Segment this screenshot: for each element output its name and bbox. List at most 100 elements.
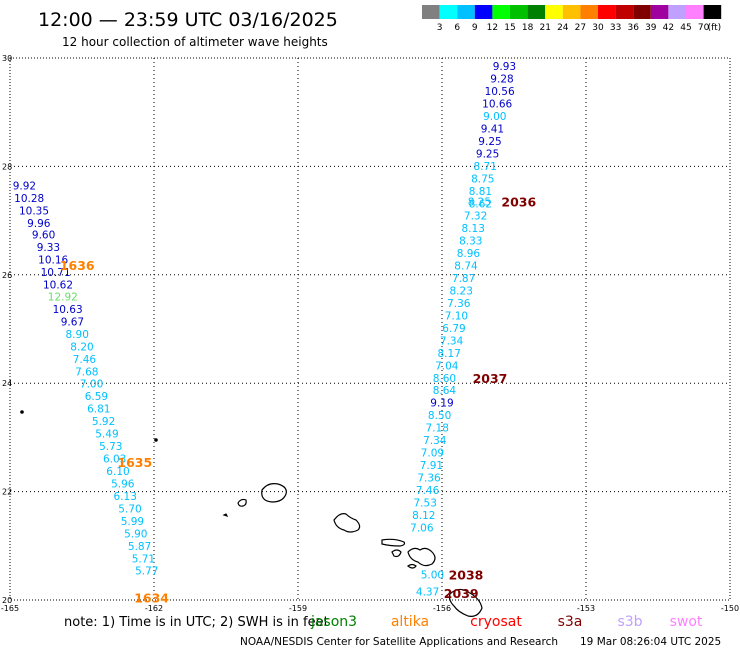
legend-swatch (686, 5, 704, 19)
wave-height-value: 8.20 (70, 341, 93, 353)
pass-time-label: 1635 (117, 455, 152, 470)
oahu-island (333, 513, 361, 533)
wave-height-value: 9.28 (490, 74, 513, 86)
lon-tick-label: -156 (433, 604, 451, 613)
lat-tick-label: 30 (2, 54, 12, 63)
molokai-island (381, 538, 406, 547)
legend-swatch (650, 5, 669, 19)
wave-height-value: 7.09 (421, 448, 444, 460)
wave-height-value: 8.23 (450, 286, 473, 298)
legend-swatch (545, 5, 563, 19)
wave-height-value: 7.53 (414, 497, 437, 509)
pass-time-label: 2038 (449, 568, 484, 583)
wave-height-value: 7.46 (73, 354, 97, 366)
legend-tick-label: 3 (437, 23, 443, 33)
legend-tick-label: 36 (627, 23, 639, 33)
wave-height-value: 8.17 (438, 348, 461, 360)
wave-height-value: 7.91 (420, 460, 443, 472)
wave-height-value: 7.68 (75, 366, 98, 378)
wave-height-value: 8.13 (462, 223, 485, 235)
wave-height-value: 10.56 (485, 86, 515, 98)
wave-height-value: 7.36 (417, 473, 441, 485)
wave-height-value: 8.74 (454, 261, 478, 273)
legend-swatch (439, 5, 458, 19)
satellite-name: s3a (558, 614, 583, 630)
wave-height-value: 8.25 (468, 197, 491, 209)
wave-height-value: 10.62 (43, 280, 73, 292)
legend-swatch (703, 5, 722, 19)
small-islet (20, 410, 24, 414)
wave-height-value: 8.62 (469, 198, 492, 210)
wave-height-value: 4.37 (416, 586, 439, 598)
satellite-name: swot (670, 614, 703, 630)
legend-swatch (422, 5, 440, 19)
lat-tick-label: 22 (2, 488, 12, 497)
wave-height-value: 10.28 (14, 193, 44, 205)
lon-tick-label: -165 (1, 604, 19, 613)
legend-tick-label: 30 (592, 23, 604, 33)
legend-tick-label: 6 (454, 23, 460, 33)
wave-height-value: 8.71 (474, 161, 497, 173)
satellite-name: altika (391, 614, 429, 630)
satellite-name: jason3 (310, 614, 357, 630)
legend-tick-label: 12 (487, 23, 498, 33)
wave-height-value: 6.10 (106, 466, 129, 478)
pass-time-label: 2039 (444, 586, 479, 601)
wave-height-value: 8.12 (412, 510, 435, 522)
plot-frame (9, 57, 731, 601)
lon-tick-label: -159 (289, 604, 307, 613)
legend-swatch (527, 5, 546, 19)
wave-height-value: 8.75 (471, 173, 494, 185)
wave-height-value: 5.87 (128, 541, 151, 553)
lat-tick-label: 20 (2, 596, 12, 605)
wave-height-value: 6.79 (442, 323, 465, 335)
wave-height-value: 7.04 (435, 360, 459, 372)
legend-swatch (633, 5, 651, 19)
wave-height-value: 9.96 (27, 218, 51, 230)
legend-tick-label: 9 (472, 23, 478, 33)
wave-height-value: 7.34 (440, 335, 464, 347)
wave-height-value: 9.93 (493, 61, 516, 73)
footer-credit: NOAA/NESDIS Center for Satellite Applica… (240, 636, 558, 648)
legend-unit: (ft) (708, 23, 722, 33)
wave-height-value: 7.00 (80, 379, 103, 391)
wave-height-value: 8.64 (433, 385, 457, 397)
lat-tick-label: 24 (2, 379, 12, 388)
footer-timestamp: 19 Mar 08:26:04 UTC 2025 (580, 636, 721, 648)
wave-height-value: 7.18 (426, 423, 449, 435)
map-subtitle: 12 hour collection of altimeter wave hei… (62, 35, 328, 49)
lon-tick-label: -162 (145, 604, 163, 613)
wave-height-value: 5.71 (132, 553, 155, 565)
legend-tick-label: 18 (522, 23, 534, 33)
kauai-island (261, 483, 287, 503)
niihau-island (222, 513, 229, 518)
wave-height-value: 5.96 (111, 478, 135, 490)
wave-height-value: 10.71 (41, 267, 71, 279)
wave-height-value: 7.06 (410, 522, 434, 534)
hawaiian-islands (20, 410, 483, 617)
wave-height-value: 9.60 (32, 230, 55, 242)
wave-height-value: 7.46 (416, 485, 440, 497)
grid-lines (10, 58, 730, 600)
legend-tick-label: 70 (698, 23, 710, 33)
big-island (448, 588, 483, 617)
footer-note: note: 1) Time is in UTC; 2) SWH is in fe… (64, 615, 329, 630)
legend-tick-label: 45 (680, 23, 691, 33)
plot-area: -165 -162 -159 -156 -153 -150 30 28 26 24 22 20 9.9… (1, 54, 739, 617)
wave-height-value: 5.77 (135, 566, 158, 578)
wave-height-value: 7.10 (445, 310, 468, 322)
wave-height-value: 5.70 (118, 503, 141, 515)
wave-height-value: 10.63 (53, 304, 83, 316)
wave-height-value: 7.87 (452, 273, 475, 285)
legend-swatch (510, 5, 528, 19)
legend-tick-label: 27 (575, 23, 586, 33)
lanai-island (391, 549, 402, 558)
legend-swatch (615, 5, 634, 19)
wave-height-value: 7.36 (447, 298, 471, 310)
wave-height-value: 10.16 (38, 255, 68, 267)
wave-height-value: 5.99 (121, 516, 144, 528)
color-legend: 3 6 9 12 15 18 21 24 27 30 33 36 39 42 45 70(ft) (422, 5, 722, 33)
legend-tick-label: 21 (539, 23, 550, 33)
wave-height-value: 9.41 (481, 123, 504, 135)
